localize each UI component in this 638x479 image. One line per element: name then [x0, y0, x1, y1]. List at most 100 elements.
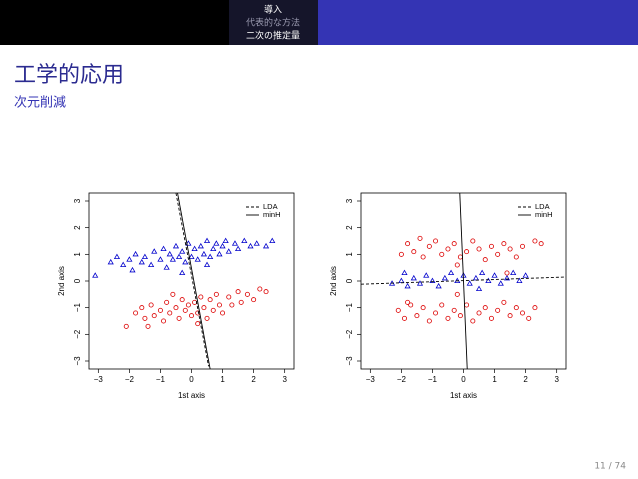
- point: [516, 277, 523, 283]
- point: [179, 297, 185, 303]
- point: [411, 249, 417, 255]
- point: [226, 294, 232, 300]
- point: [161, 318, 167, 324]
- point: [107, 258, 114, 265]
- x-tick-label: 2: [523, 375, 528, 384]
- point: [253, 240, 260, 246]
- point: [160, 245, 167, 251]
- point: [447, 269, 455, 275]
- point: [229, 302, 235, 308]
- point: [526, 315, 532, 321]
- point: [194, 256, 201, 262]
- x-tick-label: 0: [189, 375, 194, 384]
- y-tick-label: 2: [73, 225, 82, 230]
- point: [235, 245, 242, 251]
- point: [219, 242, 226, 249]
- point: [120, 261, 127, 267]
- point: [145, 323, 151, 329]
- point: [439, 302, 445, 308]
- point: [464, 249, 470, 255]
- point: [225, 248, 232, 254]
- point: [457, 254, 463, 260]
- point: [464, 302, 470, 308]
- point: [488, 243, 494, 249]
- point: [148, 302, 154, 308]
- point: [92, 272, 99, 278]
- point: [495, 251, 501, 257]
- point: [513, 254, 519, 260]
- y-tick-label: −2: [73, 329, 82, 339]
- point: [488, 315, 494, 321]
- point: [457, 313, 463, 319]
- point: [191, 245, 198, 251]
- plot-box: [88, 192, 295, 370]
- point: [454, 262, 460, 268]
- header-section[interactable]: 導入: [264, 4, 282, 16]
- point: [138, 258, 145, 265]
- point: [251, 297, 257, 303]
- header-left: [0, 0, 229, 45]
- point: [142, 315, 148, 321]
- header-subsection[interactable]: 二次の推定量: [246, 30, 300, 42]
- point: [423, 272, 430, 278]
- x-tick-label: 0: [461, 375, 466, 384]
- point: [185, 302, 191, 308]
- x-tick-label: 2: [251, 375, 256, 384]
- x-axis-label: 1st axis: [450, 391, 477, 400]
- y-tick-label: −1: [345, 303, 354, 313]
- x-tick-label: 1: [220, 375, 225, 384]
- point: [247, 242, 254, 249]
- point: [263, 289, 269, 295]
- point: [141, 253, 148, 259]
- point: [503, 274, 511, 281]
- point: [170, 291, 176, 297]
- point: [207, 297, 213, 303]
- point: [166, 250, 173, 257]
- point: [198, 294, 204, 300]
- point: [126, 256, 133, 262]
- legend-label: minH: [535, 210, 553, 219]
- point: [398, 277, 405, 283]
- y-tick-label: 1: [73, 252, 82, 257]
- point: [445, 246, 451, 252]
- point: [157, 307, 163, 313]
- point: [238, 299, 244, 305]
- point: [475, 285, 483, 291]
- point: [408, 302, 414, 308]
- point: [414, 313, 420, 319]
- y-tick-label: −2: [345, 329, 354, 339]
- point: [401, 315, 407, 321]
- point: [179, 248, 186, 254]
- point: [504, 270, 510, 276]
- point: [507, 313, 513, 319]
- point: [148, 261, 155, 267]
- y-tick-label: 0: [73, 278, 82, 283]
- y-tick-label: 0: [345, 278, 354, 283]
- point: [482, 305, 488, 311]
- point: [426, 243, 432, 249]
- point: [164, 299, 170, 305]
- point: [479, 269, 486, 275]
- point: [538, 241, 544, 247]
- legend-label: LDA: [535, 202, 550, 211]
- plot: −3 −2 −1 0 1 2 3 −3 −2 −1 0 1 2 3 1st axis 2nd axis LDAm…: [329, 192, 567, 400]
- header-subsection[interactable]: 代表的な方法: [246, 17, 300, 29]
- point: [203, 237, 211, 243]
- point: [220, 310, 226, 316]
- point: [416, 280, 424, 286]
- point: [213, 291, 219, 297]
- point: [213, 240, 220, 246]
- point: [532, 238, 538, 244]
- point: [192, 299, 198, 305]
- point: [188, 313, 194, 319]
- point: [257, 286, 263, 292]
- point: [497, 280, 504, 286]
- x-tick-label: −3: [94, 375, 104, 384]
- point: [151, 248, 158, 254]
- plot: −3 −2 −1 0 1 2 3 −3 −2 −1 0 1 2 3 1st axis 2nd axis LDAm…: [57, 192, 295, 400]
- point: [129, 266, 136, 273]
- point: [207, 253, 214, 259]
- point: [401, 269, 408, 275]
